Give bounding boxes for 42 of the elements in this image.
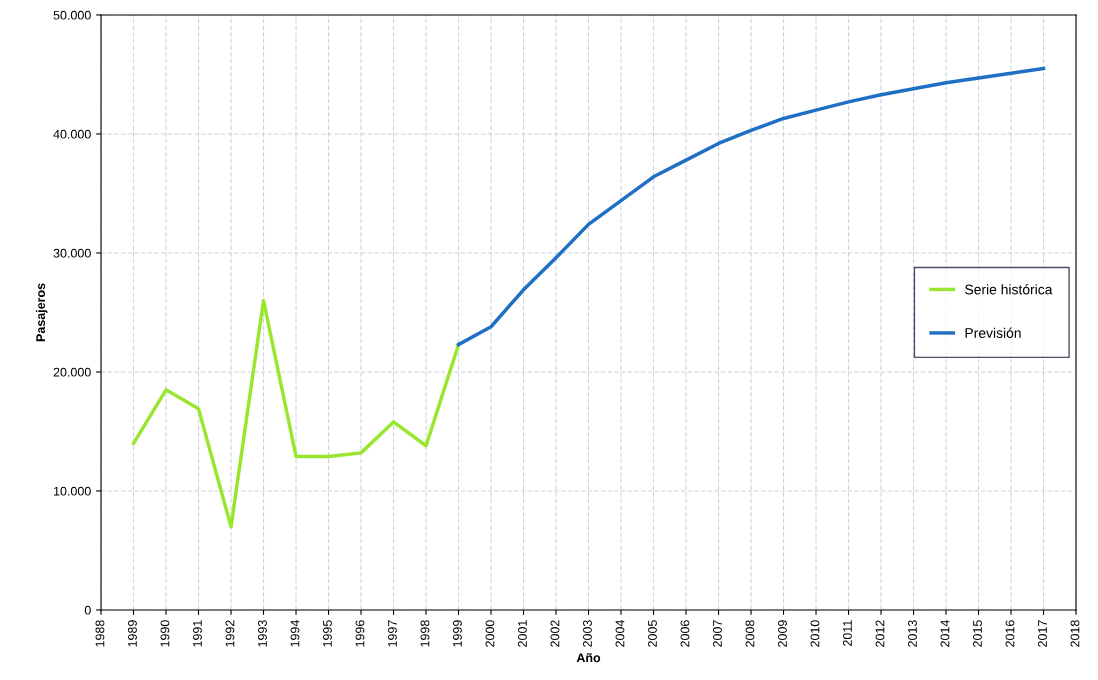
x-tick-label: 2015: [973, 620, 982, 647]
x-tick-label: 2013: [908, 620, 917, 647]
x-tick-label: 1999: [453, 620, 462, 647]
x-tick-label: 2001: [518, 620, 527, 647]
x-tick-label: 1994: [290, 620, 300, 647]
x-tick-label: 2007: [713, 620, 722, 647]
x-tick-label: 2004: [615, 620, 625, 647]
x-tick-label: 2011: [843, 620, 852, 646]
x-tick-label: 1995: [323, 620, 332, 647]
x-tick-label: 1989: [128, 620, 137, 647]
x-tick-label: 1990: [160, 620, 170, 647]
x-tick-label: 2002: [550, 620, 560, 647]
x-tick-label: 2009: [778, 620, 787, 647]
x-tick-label: 2010: [810, 620, 820, 647]
x-tick-label: 2017: [1038, 620, 1047, 647]
y-tick-label: 0: [84, 605, 91, 615]
x-axis-title: Año: [576, 653, 601, 663]
x-tick-label: 2000: [485, 620, 495, 647]
y-tick-label: 20.000: [53, 367, 91, 377]
x-tick-label: 1998: [420, 620, 430, 647]
line-series: [131, 298, 461, 529]
y-tick-label: 40.000: [53, 129, 91, 139]
x-tick-label: 1988: [95, 620, 105, 647]
y-axis-title: Pasajeros: [35, 283, 48, 342]
y-tick-label: 50.000: [53, 10, 91, 20]
legend-label: Previsión: [965, 327, 1021, 338]
x-tick-label: 2018: [1070, 620, 1080, 647]
x-tick-label: 2016: [1005, 620, 1015, 647]
legend-label: Serie histórica: [965, 284, 1053, 295]
x-tick-label: 1997: [388, 620, 397, 647]
x-tick-label: 1991: [193, 620, 202, 647]
x-tick-label: 2005: [648, 620, 657, 647]
x-tick-label: 2003: [583, 620, 592, 647]
x-tick-label: 1993: [258, 620, 267, 647]
x-tick-label: 2008: [745, 620, 755, 647]
x-tick-label: 2006: [680, 620, 690, 647]
x-tick-label: 2012: [875, 620, 885, 647]
y-tick-label: 10.000: [54, 486, 91, 496]
y-tick-label: 30.000: [53, 248, 91, 258]
x-tick-label: 2014: [940, 620, 950, 647]
x-tick-label: 1996: [355, 620, 365, 647]
x-tick-label: 1992: [225, 620, 235, 647]
